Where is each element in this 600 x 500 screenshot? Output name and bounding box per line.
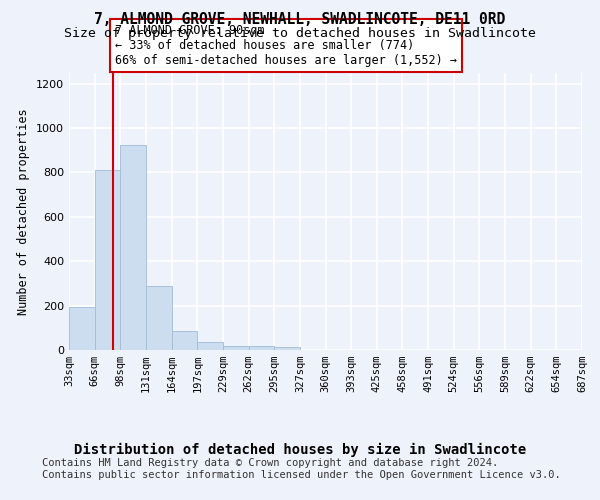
Text: 7 ALMOND GROVE: 90sqm
← 33% of detached houses are smaller (774)
66% of semi-det: 7 ALMOND GROVE: 90sqm ← 33% of detached …	[115, 24, 457, 67]
Bar	[95, 170, 120, 350]
Text: 7, ALMOND GROVE, NEWHALL, SWADLINCOTE, DE11 0RD: 7, ALMOND GROVE, NEWHALL, SWADLINCOTE, D…	[94, 12, 506, 28]
Text: Contains HM Land Registry data © Crown copyright and database right 2024.
Contai: Contains HM Land Registry data © Crown c…	[42, 458, 561, 480]
Bar	[69, 306, 95, 350]
Bar	[248, 346, 274, 350]
Bar	[146, 286, 172, 350]
Bar	[197, 342, 223, 350]
Bar	[120, 144, 146, 350]
Bar	[274, 348, 300, 350]
Text: Distribution of detached houses by size in Swadlincote: Distribution of detached houses by size …	[74, 442, 526, 456]
Bar	[172, 331, 197, 350]
Bar	[223, 346, 248, 350]
Y-axis label: Number of detached properties: Number of detached properties	[17, 108, 31, 314]
Text: Size of property relative to detached houses in Swadlincote: Size of property relative to detached ho…	[64, 28, 536, 40]
